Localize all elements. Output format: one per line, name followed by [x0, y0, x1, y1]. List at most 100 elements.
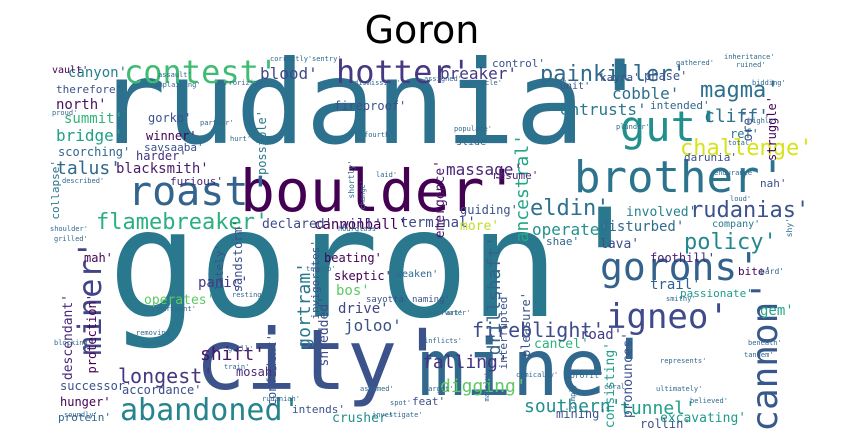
- word: interrupted': [497, 290, 510, 370]
- word: smithy': [666, 295, 696, 303]
- word: fireproof': [334, 99, 407, 113]
- word: furious': [170, 175, 223, 188]
- word: rollin': [640, 417, 691, 431]
- word: operates': [144, 293, 215, 308]
- word: sentry': [312, 55, 342, 63]
- word: total': [728, 139, 754, 147]
- word: pleasure': [519, 292, 533, 358]
- word: foothill': [650, 251, 716, 265]
- word: magma': [700, 78, 780, 103]
- word: longest': [118, 364, 215, 388]
- word: ternio': [306, 265, 336, 273]
- word: blood': [260, 64, 318, 83]
- word: crusher': [332, 411, 395, 426]
- word: fourth': [364, 131, 394, 139]
- word: road': [580, 327, 623, 343]
- word: descendant': [61, 294, 76, 381]
- word: underwater': [424, 309, 471, 317]
- word: passionate': [680, 287, 753, 300]
- word: blocking': [54, 339, 92, 347]
- word: gorons': [600, 245, 761, 289]
- word: slide': [456, 137, 493, 148]
- word: shae': [546, 235, 580, 248]
- word: collapse': [49, 160, 62, 220]
- word: beating': [324, 251, 382, 265]
- word: soundly': [64, 411, 98, 419]
- word: goron': [108, 178, 650, 352]
- word: darunia': [684, 151, 737, 164]
- word: unit': [560, 81, 591, 92]
- word: blacksmith': [116, 161, 209, 177]
- word: hurt': [230, 135, 252, 143]
- word: talus': [56, 158, 122, 179]
- word: bridge': [56, 126, 124, 145]
- word: rudanias': [690, 198, 810, 223]
- word: joloo': [344, 316, 402, 335]
- word: north': [56, 97, 107, 113]
- word: highly': [748, 117, 778, 125]
- word: inheritance': [724, 53, 775, 61]
- word: lava': [600, 237, 640, 252]
- word: simply': [569, 380, 577, 410]
- word: struggle': [765, 96, 779, 162]
- word: summit': [64, 111, 124, 127]
- word: sayotta': [366, 295, 410, 305]
- word: rudaniah': [262, 395, 300, 403]
- word: target': [424, 385, 454, 393]
- word: bard': [760, 267, 785, 276]
- word: grove': [542, 79, 568, 87]
- word: canyon': [68, 65, 128, 81]
- word: resume': [492, 169, 539, 182]
- word: endurance': [714, 169, 757, 177]
- word: fireblight': [472, 318, 605, 342]
- word: shy': [785, 218, 794, 238]
- word: disturbed': [600, 219, 685, 235]
- word: populace': [454, 125, 492, 133]
- word: massage': [446, 160, 524, 179]
- word: falling': [422, 352, 509, 373]
- word: invigorates': [309, 240, 322, 320]
- word: laid': [376, 171, 398, 179]
- word: correctly': [270, 55, 313, 63]
- word: phase': [644, 69, 688, 83]
- word: gem': [760, 303, 794, 319]
- word: train': [224, 363, 250, 371]
- word: protein': [58, 411, 111, 424]
- word: ore': [741, 110, 756, 142]
- word: mine': [418, 324, 653, 414]
- word: eldin': [530, 196, 610, 221]
- word: hotter': [336, 53, 471, 91]
- word: lately': [213, 244, 226, 291]
- word: ruined': [736, 61, 766, 69]
- word: proud': [52, 109, 78, 117]
- word: control': [492, 57, 545, 70]
- word: scorching': [58, 145, 131, 159]
- word: therefore': [56, 83, 123, 96]
- word: complaining': [150, 81, 201, 89]
- word: roast': [128, 169, 273, 215]
- word: nah': [760, 177, 787, 190]
- word: naming': [412, 295, 450, 305]
- word: city': [195, 311, 448, 409]
- word: beneath': [748, 339, 782, 347]
- word: winner': [146, 129, 197, 143]
- word: tunnel': [620, 398, 696, 419]
- word: will': [340, 217, 383, 233]
- word: igneo': [606, 297, 729, 337]
- word: grill': [228, 345, 254, 353]
- page-title: Goron: [364, 8, 480, 52]
- word: drive': [338, 301, 389, 317]
- word: trail': [650, 277, 701, 293]
- word: cannonball': [314, 217, 407, 233]
- word: emergence': [433, 160, 448, 239]
- word: kayra': [600, 71, 640, 84]
- word: terminal': [400, 215, 476, 231]
- word: pronounces': [621, 332, 636, 419]
- word: art': [446, 309, 463, 317]
- word: cobble': [612, 84, 680, 103]
- word: operate': [532, 220, 610, 239]
- word: mosah': [236, 365, 280, 379]
- word: assault': [158, 71, 192, 79]
- word: gathered': [676, 59, 714, 67]
- word: feat': [412, 395, 446, 408]
